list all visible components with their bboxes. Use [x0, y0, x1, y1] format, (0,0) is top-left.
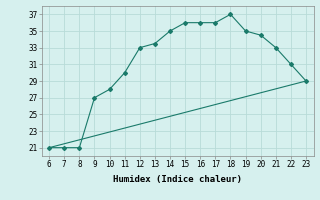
X-axis label: Humidex (Indice chaleur): Humidex (Indice chaleur)	[113, 175, 242, 184]
